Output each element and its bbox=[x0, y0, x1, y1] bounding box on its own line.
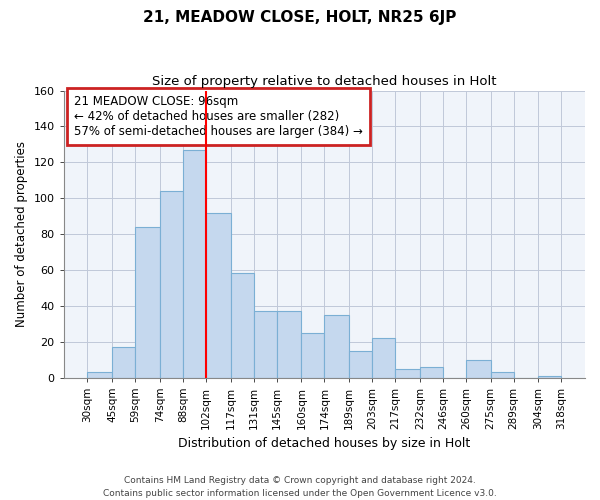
Bar bbox=[325, 314, 349, 378]
Text: 21, MEADOW CLOSE, HOLT, NR25 6JP: 21, MEADOW CLOSE, HOLT, NR25 6JP bbox=[143, 10, 457, 25]
Text: Contains HM Land Registry data © Crown copyright and database right 2024.
Contai: Contains HM Land Registry data © Crown c… bbox=[103, 476, 497, 498]
Text: 21 MEADOW CLOSE: 96sqm
← 42% of detached houses are smaller (282)
57% of semi-de: 21 MEADOW CLOSE: 96sqm ← 42% of detached… bbox=[74, 95, 363, 138]
Bar bbox=[395, 368, 420, 378]
Bar bbox=[491, 372, 514, 378]
Bar bbox=[301, 332, 325, 378]
Bar bbox=[206, 212, 230, 378]
Bar bbox=[372, 338, 395, 378]
Title: Size of property relative to detached houses in Holt: Size of property relative to detached ho… bbox=[152, 75, 497, 88]
Bar bbox=[183, 150, 206, 378]
Y-axis label: Number of detached properties: Number of detached properties bbox=[15, 141, 28, 327]
Bar bbox=[277, 311, 301, 378]
Bar bbox=[112, 347, 135, 378]
Bar bbox=[88, 372, 112, 378]
Bar bbox=[349, 350, 372, 378]
Bar bbox=[135, 227, 160, 378]
Bar bbox=[466, 360, 491, 378]
Bar bbox=[420, 367, 443, 378]
Bar bbox=[254, 311, 277, 378]
X-axis label: Distribution of detached houses by size in Holt: Distribution of detached houses by size … bbox=[178, 437, 470, 450]
Bar bbox=[538, 376, 562, 378]
Bar bbox=[230, 274, 254, 378]
Bar bbox=[160, 191, 183, 378]
